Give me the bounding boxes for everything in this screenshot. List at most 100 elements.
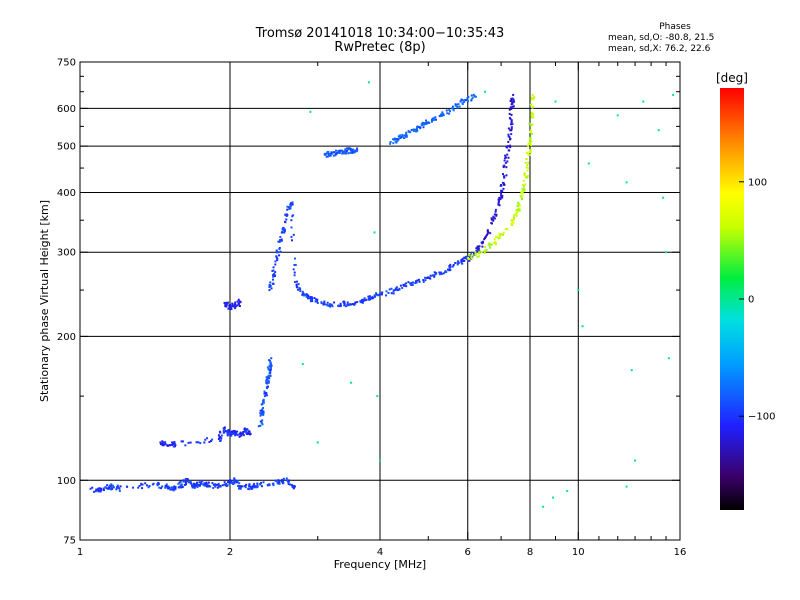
data-point (132, 486, 135, 489)
data-point (238, 435, 241, 438)
data-point (397, 138, 400, 141)
data-point (279, 235, 282, 238)
data-point (467, 96, 470, 99)
data-point (486, 230, 489, 233)
data-point (554, 100, 557, 103)
data-point (470, 98, 473, 101)
data-point (217, 482, 220, 485)
data-point (162, 441, 165, 444)
data-point (516, 210, 519, 213)
data-point (339, 302, 342, 305)
data-point (504, 157, 507, 160)
data-point (216, 486, 219, 489)
data-point (351, 148, 354, 151)
data-point (244, 484, 247, 487)
data-point (282, 227, 285, 230)
data-point (460, 261, 463, 264)
data-point (242, 430, 245, 433)
data-point (500, 184, 503, 187)
data-point (525, 166, 528, 169)
data-point (485, 248, 488, 251)
data-point (100, 489, 103, 492)
data-point (462, 260, 465, 263)
data-point (510, 129, 513, 132)
data-point (433, 271, 436, 274)
data-point (283, 231, 286, 234)
data-point (495, 213, 498, 216)
data-point (511, 101, 514, 104)
data-point (172, 445, 175, 448)
data-point (418, 278, 421, 281)
data-point (361, 301, 364, 304)
data-point (248, 488, 251, 491)
data-point (523, 185, 526, 188)
data-point (475, 247, 478, 250)
data-point (294, 257, 297, 260)
data-point (156, 484, 159, 487)
data-point (418, 280, 421, 283)
data-point (234, 307, 237, 310)
data-point (293, 485, 296, 488)
data-point (472, 93, 475, 96)
data-point (625, 485, 628, 488)
data-point (254, 485, 257, 488)
data-point (512, 100, 515, 103)
data-point (498, 196, 501, 199)
data-point (229, 433, 232, 436)
data-point (161, 485, 164, 488)
data-point (634, 459, 637, 462)
data-point (405, 282, 408, 285)
data-point (207, 481, 210, 484)
data-point (422, 279, 425, 282)
data-point (471, 96, 474, 99)
data-point (350, 148, 353, 151)
data-point (435, 272, 438, 275)
data-point (298, 287, 301, 290)
data-point (503, 159, 506, 162)
data-point (314, 298, 317, 301)
data-point (488, 242, 491, 245)
data-point (334, 154, 337, 157)
data-point (484, 245, 487, 248)
data-point (233, 303, 236, 306)
data-point (379, 292, 382, 295)
data-point (281, 228, 284, 231)
data-point (514, 212, 517, 215)
data-point (509, 107, 512, 110)
colorbar-tick-label: 0 (748, 295, 754, 306)
data-point (229, 479, 232, 482)
series-f-layer-o-mode-base (268, 201, 476, 308)
data-point (506, 227, 509, 230)
data-point (445, 271, 448, 274)
data-point (507, 133, 510, 136)
data-point (478, 250, 481, 253)
data-point (223, 481, 226, 484)
data-point (494, 208, 497, 211)
data-point (219, 440, 222, 443)
x-axis-label: Frequency [MHz] (334, 558, 426, 571)
data-point (170, 488, 173, 491)
data-point (111, 484, 114, 487)
y-tick-label: 500 (57, 142, 76, 153)
x-tick-label: 8 (527, 547, 533, 558)
data-point (520, 198, 523, 201)
data-point (477, 246, 480, 249)
data-point (502, 187, 505, 190)
data-point (250, 485, 253, 488)
data-point (220, 437, 223, 440)
data-point (286, 205, 289, 208)
data-point (429, 277, 432, 280)
data-point (179, 486, 182, 489)
data-point (511, 224, 514, 227)
data-point (261, 408, 264, 411)
data-point (432, 274, 435, 277)
data-point (228, 432, 231, 435)
data-point (211, 438, 214, 441)
data-point (396, 137, 399, 140)
data-point (484, 235, 487, 238)
data-point (529, 149, 532, 152)
y-tick-label: 600 (57, 104, 76, 115)
data-point (166, 486, 169, 489)
data-point (523, 188, 526, 191)
data-point (238, 305, 241, 308)
